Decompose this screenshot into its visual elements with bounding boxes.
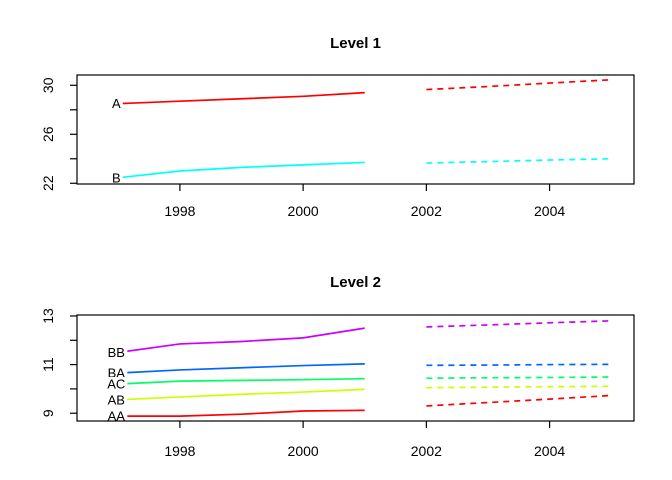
series-label-bg [105, 377, 128, 392]
series-AA-forecast-line [426, 394, 612, 407]
x-tick-label-2004: 2004 [534, 443, 565, 459]
series-AB: AB [105, 385, 612, 407]
x-tick-label-2000: 2000 [288, 203, 319, 219]
chart-title: Level 2 [330, 274, 381, 291]
series-BB-forecast-line [426, 319, 612, 328]
series-BA: BA [105, 363, 612, 381]
series-AA: AA [105, 394, 612, 424]
x-tick-label-2002: 2002 [411, 203, 442, 219]
series-label-AB: AB [108, 392, 125, 407]
x-tick-label-1998: 1998 [164, 443, 195, 459]
plot-box [76, 314, 635, 422]
series-AB-history-line [118, 388, 365, 401]
series-B-history-line [118, 161, 365, 179]
series-A-forecast-line [426, 78, 612, 91]
x-tick-label-1998: 1998 [164, 203, 195, 219]
series-AC-history-line [118, 377, 365, 385]
plot-box [76, 74, 635, 185]
x-tick-label-2002: 2002 [411, 443, 442, 459]
y-tick-label-11: 11 [40, 357, 56, 372]
y-tick-label-30: 30 [40, 77, 56, 93]
level-1-chart: A B 1998 2000 2002 2004 22 26 30 Level 1 [40, 35, 635, 219]
chart-title: Level 1 [330, 35, 381, 52]
series-label-BB: BB [108, 345, 125, 360]
series-BA-forecast-line [426, 363, 612, 367]
y-tick-label-26: 26 [40, 126, 56, 142]
series-A: A [109, 78, 612, 111]
series-label-A: A [112, 96, 121, 111]
series-B-forecast-line [426, 157, 612, 164]
series-label-bg [105, 409, 128, 424]
series-AC-forecast-line [426, 376, 612, 380]
series-AA-history-line [118, 409, 365, 417]
series-label-AA: AA [108, 409, 126, 424]
series-B: B [109, 157, 612, 185]
series-label-bg [105, 345, 128, 360]
series-A-history-line [118, 91, 365, 105]
axes [70, 74, 635, 191]
series-label-bg [105, 392, 128, 407]
series-BA-history-line [118, 363, 365, 374]
series-label-bg [109, 96, 123, 111]
series-AC: AC [105, 376, 612, 392]
series-BB-history-line [118, 327, 365, 354]
y-tick-label-22: 22 [40, 175, 56, 191]
x-tick-label-2004: 2004 [534, 203, 565, 219]
series-label-bg [105, 366, 128, 381]
y-tick-label-13: 13 [40, 308, 56, 324]
series-BB: BB [105, 319, 612, 360]
series-label-AC: AC [107, 377, 125, 392]
series-AB-forecast-line [426, 385, 612, 389]
x-tick-label-2000: 2000 [288, 443, 319, 459]
series-label-B: B [112, 170, 121, 185]
series-label-BA: BA [108, 366, 126, 381]
y-tick-label-9: 9 [40, 409, 56, 417]
series-label-bg [109, 170, 123, 185]
axes [70, 314, 635, 428]
